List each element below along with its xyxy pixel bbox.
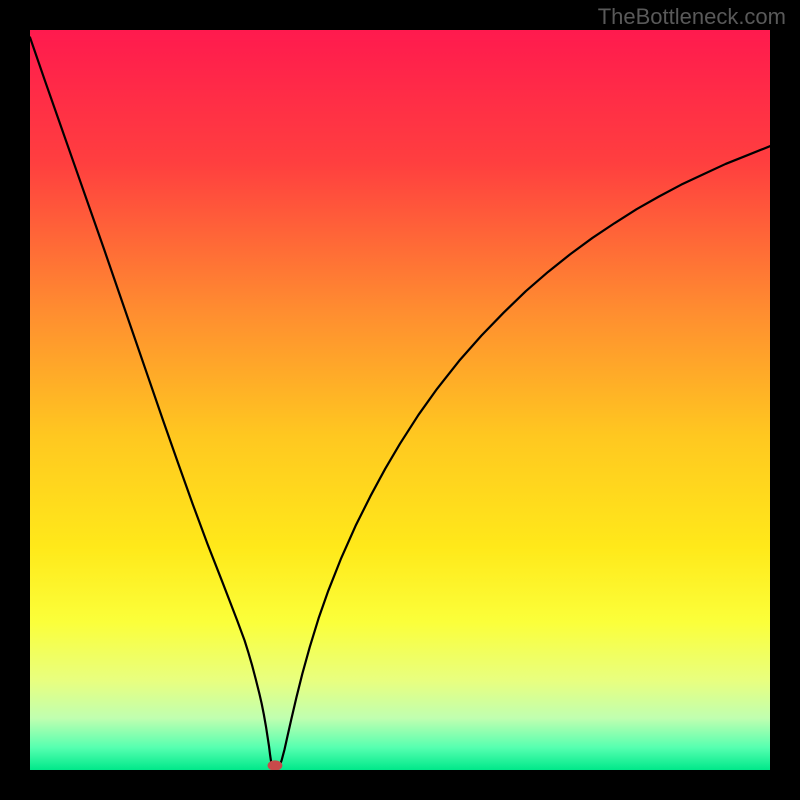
bottleneck-curve xyxy=(30,37,770,769)
plot-area xyxy=(30,30,770,770)
watermark-text: TheBottleneck.com xyxy=(598,4,786,30)
chart-frame: TheBottleneck.com xyxy=(0,0,800,800)
curve-layer xyxy=(30,30,770,770)
